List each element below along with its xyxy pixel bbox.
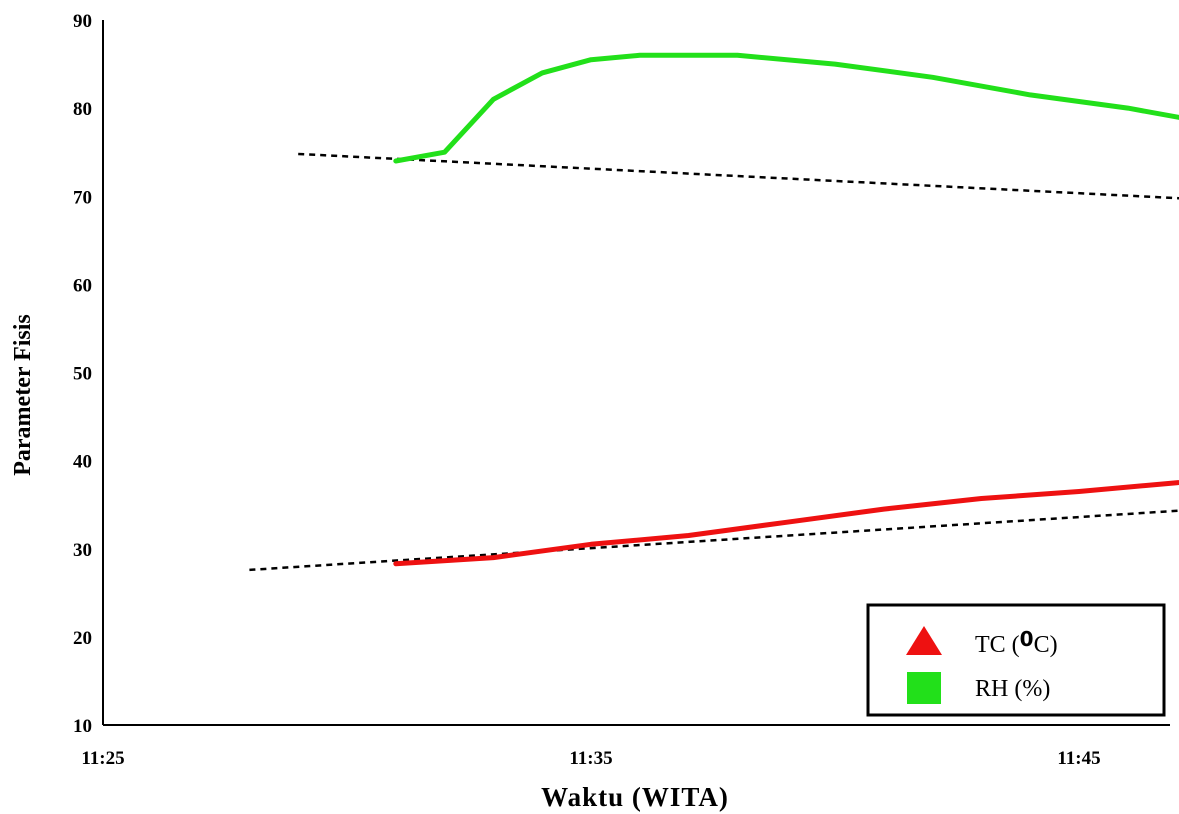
series-lines [393,52,1179,567]
series-line-tc [393,480,1179,567]
rh-square-icon [907,672,941,704]
legend-label-rh: RH (%) [975,676,1050,702]
y-tick-label: 50 [73,364,92,385]
x-tick-label: 11:35 [569,748,612,769]
y-tick-label: 10 [73,716,92,737]
trendline [298,152,1179,200]
x-tick-label: 11:45 [1057,748,1100,769]
y-tick-label: 60 [73,275,92,296]
y-tick-label: 20 [73,628,92,649]
trendlines [249,152,1179,572]
legend-label-tc: TC (0C) [975,627,1058,658]
x-axis-label: Waktu (WITA) [541,782,729,812]
y-tick-label: 30 [73,540,92,561]
y-tick-label: 40 [73,452,92,473]
y-tick-label: 70 [73,187,92,208]
y-axis-label: Parameter Fisis [10,314,36,476]
y-tick-label: 80 [73,99,92,120]
series-line-rh [393,52,1179,164]
axes [102,20,1170,726]
trendline [249,509,1179,572]
legend: TC (0C) RH (%) [866,603,1166,717]
x-tick-label: 11:25 [81,748,124,769]
y-tick-label: 90 [73,11,92,32]
y-ticks: 10 20 30 40 50 60 70 80 90 [73,11,92,737]
tc-triangle-icon [906,626,942,655]
